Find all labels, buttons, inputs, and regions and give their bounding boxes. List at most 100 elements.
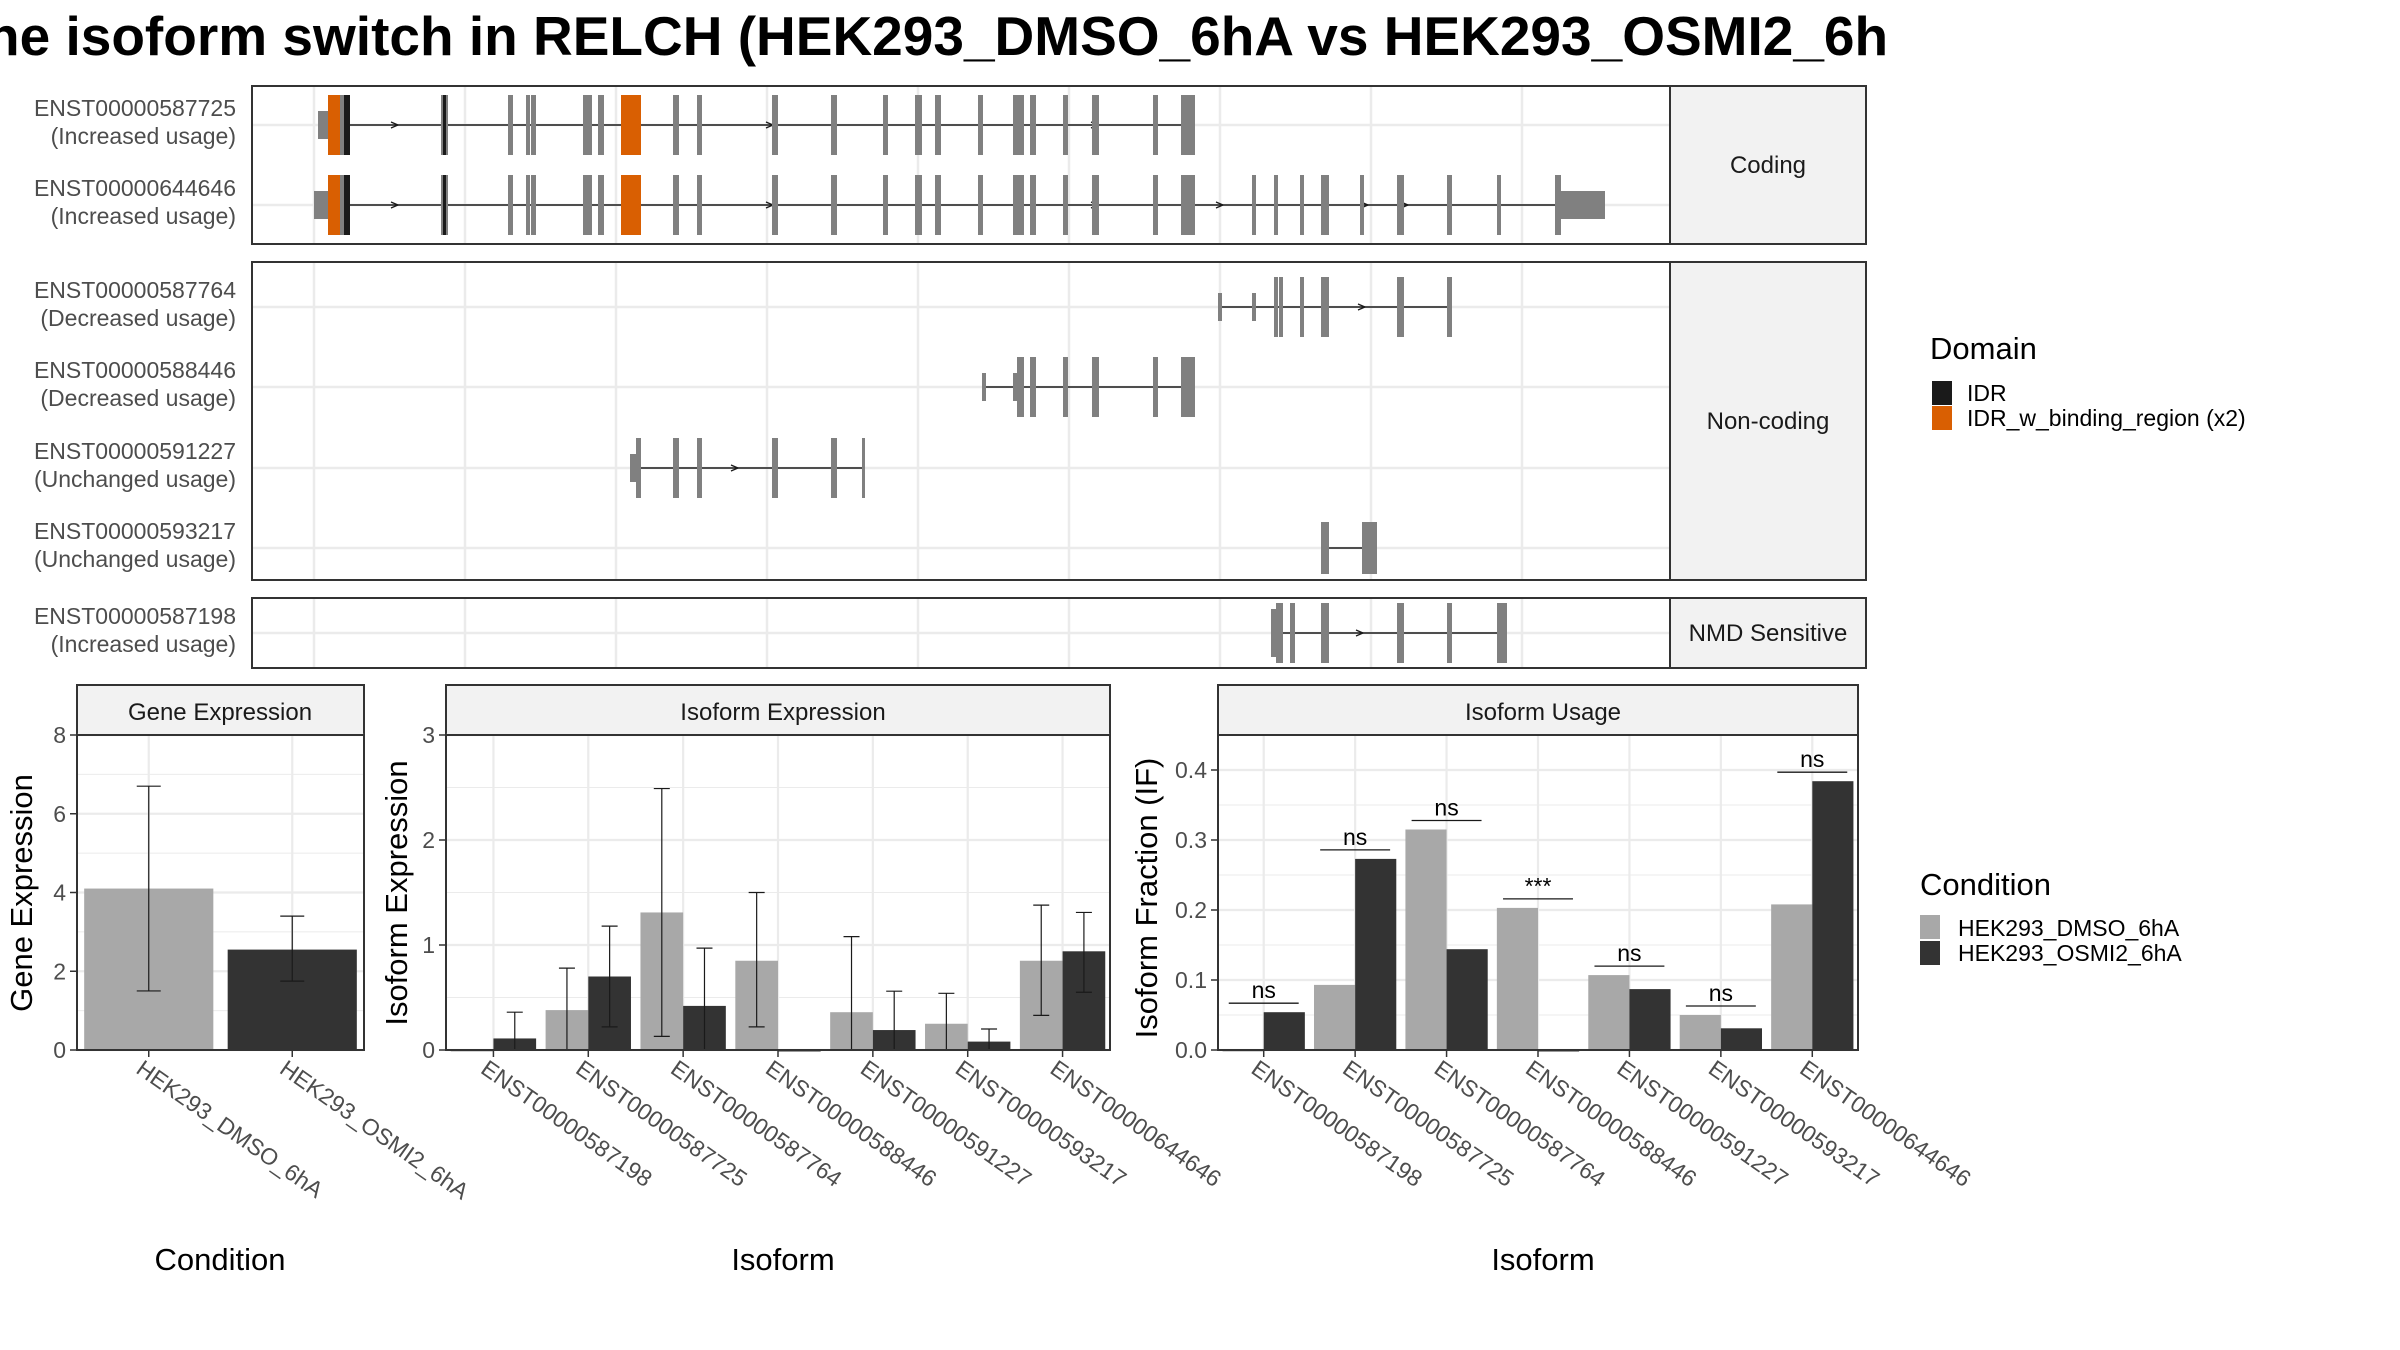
exon xyxy=(915,95,922,155)
panel-strip xyxy=(1669,85,1867,245)
domain-legend-key-idr-binding xyxy=(1932,406,1952,430)
condition-legend-label-osmi: HEK293_OSMI2_6hA xyxy=(1958,940,2182,966)
exon xyxy=(1300,277,1304,337)
exon xyxy=(697,175,702,235)
exon xyxy=(1447,277,1452,337)
transcript-usage-label: (Increased usage) xyxy=(51,631,236,657)
idr-domain xyxy=(344,95,350,155)
domain-legend: Domain IDR IDR_w_binding_region (x2) xyxy=(1930,331,2246,431)
idr-binding-domain xyxy=(621,175,641,235)
exon xyxy=(1321,603,1329,663)
bar xyxy=(1771,904,1813,1050)
exon xyxy=(772,438,778,498)
exon xyxy=(1218,293,1222,321)
exon xyxy=(1290,603,1295,663)
condition-legend-label-dmso: HEK293_DMSO_6hA xyxy=(1958,915,2180,941)
domain-legend-key-idr xyxy=(1932,381,1952,405)
significance-label: ns xyxy=(1343,824,1367,850)
exon xyxy=(1252,175,1256,235)
exon xyxy=(508,95,513,155)
transcript-model xyxy=(630,438,865,498)
chart-strip xyxy=(1217,684,1859,736)
figure-title: he isoform switch in RELCH (HEK293_DMSO_… xyxy=(0,5,1888,67)
exon xyxy=(673,95,679,155)
panel-background xyxy=(252,86,1670,244)
transcript-usage-label: (Increased usage) xyxy=(51,203,236,229)
exon xyxy=(1555,175,1561,235)
exon xyxy=(1153,175,1158,235)
strand-arrow xyxy=(730,464,740,472)
exon xyxy=(935,95,941,155)
condition-legend: Condition HEK293_DMSO_6hA HEK293_OSMI2_6… xyxy=(1920,867,2182,966)
transcript-panel-non-coding: ENST00000587764(Decreased usage) ENST0000… xyxy=(34,261,1867,581)
exon xyxy=(1321,175,1329,235)
strand-arrow xyxy=(390,121,400,129)
exon xyxy=(1252,293,1256,321)
bar xyxy=(1629,989,1671,1050)
exon xyxy=(1063,175,1068,235)
significance-label: ns xyxy=(1252,977,1276,1003)
exon xyxy=(1271,609,1276,657)
exon xyxy=(1153,357,1158,417)
y-tick-label: 1 xyxy=(422,932,435,958)
transcript-usage-label: (Decreased usage) xyxy=(40,305,236,331)
chart-strip xyxy=(445,684,1111,736)
y-tick-label: 2 xyxy=(422,827,435,853)
bar xyxy=(1679,1015,1721,1050)
exon xyxy=(1360,175,1364,235)
exon xyxy=(531,95,536,155)
transcript-panel-coding: ENST00000587725(Increased usage)ENST0000… xyxy=(34,85,1867,245)
exon xyxy=(978,175,983,235)
y-tick-label: 2 xyxy=(53,958,66,984)
exon xyxy=(831,438,837,498)
transcript-structure-panels: ENST00000587725(Increased usage)ENST0000… xyxy=(34,85,1867,669)
transcript-usage-label: (Unchanged usage) xyxy=(34,466,236,492)
transcript-id-label: ENST00000644646 xyxy=(34,175,236,201)
y-tick-label: 0.1 xyxy=(1175,967,1207,993)
exon xyxy=(508,175,513,235)
transcript-model xyxy=(1321,522,1377,574)
exon xyxy=(1321,522,1329,574)
chart-panel-border xyxy=(1217,734,1859,1051)
bar xyxy=(1812,781,1854,1050)
exon xyxy=(1063,357,1068,417)
transcript-id-label: ENST00000593217 xyxy=(34,518,236,544)
chart-panel-border xyxy=(76,734,365,1051)
y-tick-label: 3 xyxy=(422,722,435,748)
transcript-model xyxy=(318,95,1195,155)
exon xyxy=(697,95,702,155)
transcript-usage-label: (Increased usage) xyxy=(51,123,236,149)
exon xyxy=(1561,191,1605,219)
transcript-model xyxy=(314,175,1605,235)
exon xyxy=(1063,95,1068,155)
exon xyxy=(1092,175,1099,235)
panel-strip-label: Coding xyxy=(1730,152,1806,179)
panel-strip xyxy=(1669,261,1867,581)
exon xyxy=(831,175,837,235)
exon xyxy=(1181,175,1195,235)
bar xyxy=(1405,829,1447,1050)
exon xyxy=(340,175,344,235)
idr-domain xyxy=(443,95,446,155)
exon xyxy=(318,111,328,139)
exon xyxy=(1274,175,1278,235)
transcript-id-label: ENST00000587764 xyxy=(34,277,236,303)
exon xyxy=(1397,175,1404,235)
condition-legend-key-dmso xyxy=(1920,915,1940,939)
exon xyxy=(772,95,778,155)
exon xyxy=(598,95,604,155)
panel-strip-label: NMD Sensitive xyxy=(1689,620,1848,647)
idr-binding-domain xyxy=(328,95,340,155)
exon xyxy=(1321,277,1329,337)
exon xyxy=(1181,357,1195,417)
exon xyxy=(526,95,530,155)
exon xyxy=(630,454,636,482)
exon xyxy=(1092,95,1099,155)
exon xyxy=(531,175,536,235)
exon xyxy=(1497,175,1501,235)
exon xyxy=(1013,175,1024,235)
condition-legend-title: Condition xyxy=(1920,867,2051,902)
significance-label: ns xyxy=(1434,795,1458,821)
exon xyxy=(1300,175,1304,235)
significance-label: ns xyxy=(1617,940,1641,966)
